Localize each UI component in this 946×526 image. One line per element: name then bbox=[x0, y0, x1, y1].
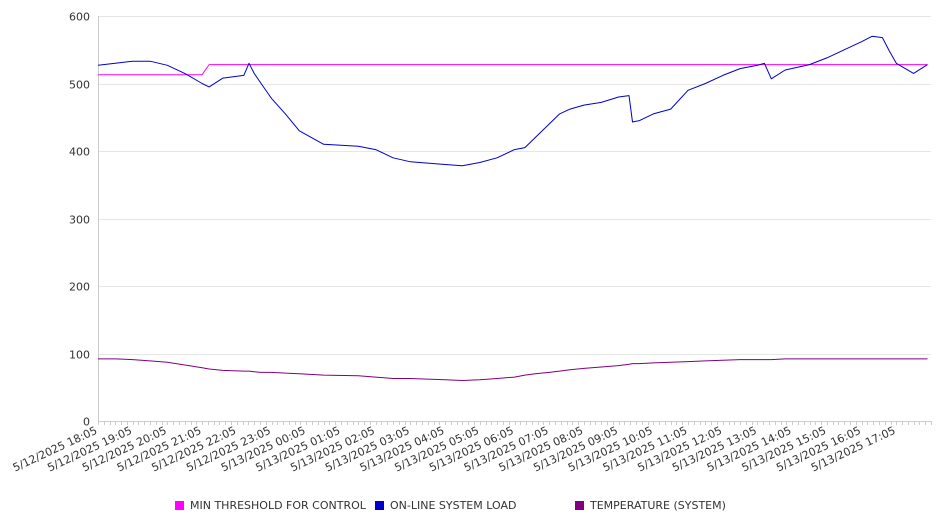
legend-label-system-load: ON-LINE SYSTEM LOAD bbox=[390, 498, 517, 512]
legend-swatch-min-threshold bbox=[175, 500, 184, 510]
legend-swatch-temperature bbox=[575, 500, 584, 510]
legend-item-system-load[interactable]: ON-LINE SYSTEM LOAD bbox=[375, 497, 516, 513]
axes bbox=[98, 16, 932, 425]
legend-swatch-system-load bbox=[375, 500, 384, 510]
legend: MIN THRESHOLD FOR CONTROL ON-LINE SYSTEM… bbox=[0, 497, 946, 515]
legend-item-min-threshold[interactable]: MIN THRESHOLD FOR CONTROL bbox=[175, 497, 366, 513]
y-tick-label: 400 bbox=[69, 146, 90, 159]
y-tick-labels: 0 100 200 300 400 500 600 bbox=[69, 11, 90, 429]
y-tick-label: 500 bbox=[69, 79, 90, 92]
series-lines bbox=[97, 35, 928, 381]
y-tick-label: 300 bbox=[69, 214, 90, 227]
y-tick-label: 100 bbox=[69, 349, 90, 362]
gridlines bbox=[98, 16, 931, 355]
legend-label-min-threshold: MIN THRESHOLD FOR CONTROL bbox=[190, 498, 366, 512]
series-line-on-line-system-load bbox=[97, 35, 928, 167]
x-tick-labels: 5/12/2025 18:055/12/2025 19:055/12/2025 … bbox=[11, 424, 898, 474]
legend-item-temperature[interactable]: TEMPERATURE (SYSTEM) bbox=[575, 497, 726, 513]
legend-label-temperature: TEMPERATURE (SYSTEM) bbox=[590, 498, 726, 512]
y-tick-label: 200 bbox=[69, 281, 90, 294]
y-tick-label: 600 bbox=[69, 11, 90, 24]
series-line-temperature-system bbox=[98, 358, 928, 381]
series-line-min-threshold-for-control bbox=[98, 64, 928, 76]
y-tick-label: 0 bbox=[83, 416, 90, 429]
